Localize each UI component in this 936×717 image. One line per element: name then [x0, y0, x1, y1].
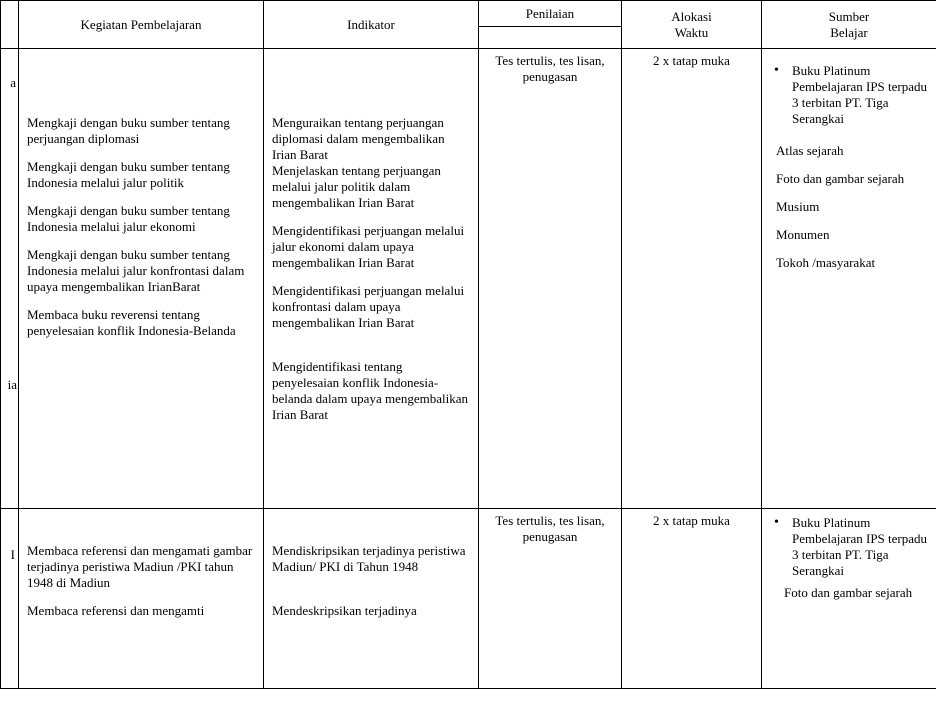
sumber-item: Musium [770, 199, 928, 215]
indikator-p4: Mengidentifikasi perjuangan melalui konf… [272, 283, 470, 331]
left-fragment-text-2: I [11, 547, 15, 563]
indikator-cell-2: Mendiskripsikan terjadinya peristiwa Mad… [264, 509, 479, 689]
table-row: a ia Mengkaji dengan buku sumber tentang… [1, 49, 936, 509]
indikator-p5: Mengidentifikasi tentang penyelesaian ko… [272, 359, 470, 423]
header-kegiatan: Kegiatan Pembelajaran [19, 1, 264, 49]
kegiatan-p2: Mengkaji dengan buku sumber tentang Indo… [27, 159, 255, 191]
syllabus-table: Kegiatan Pembelajaran Indikator Penilaia… [0, 0, 936, 689]
header-penilaian-sub [479, 27, 622, 49]
kegiatan2-p2: Membaca referensi dan mengamti [27, 603, 255, 619]
kegiatan-p4: Mengkaji dengan buku sumber tentang Indo… [27, 247, 255, 295]
kegiatan-cell-2: Membaca referensi dan mengamati gambar t… [19, 509, 264, 689]
sumber-item: Monumen [770, 227, 928, 243]
alokasi-cell: 2 x tatap muka [622, 49, 762, 509]
sumber-item: Buku Platinum Pembelajaran IPS terpadu 3… [770, 63, 928, 127]
sumber-list-2: Buku Platinum Pembelajaran IPS terpadu 3… [770, 515, 928, 601]
sumber-cell-2: Buku Platinum Pembelajaran IPS terpadu 3… [762, 509, 936, 689]
kegiatan-p3: Mengkaji dengan buku sumber tentang Indo… [27, 203, 255, 235]
kegiatan-p5: Membaca buku reverensi tentang penyelesa… [27, 307, 255, 339]
indikator-p2: Menjelaskan tentang perjuangan melalui j… [272, 163, 470, 211]
table-header-row: Kegiatan Pembelajaran Indikator Penilaia… [1, 1, 936, 27]
header-alokasi: AlokasiWaktu [622, 1, 762, 49]
header-blank-left [1, 1, 19, 49]
indikator-p3: Mengidentifikasi perjuangan melalui jalu… [272, 223, 470, 271]
left-fragment-cell-2: I [1, 509, 19, 689]
sumber-item: Foto dan gambar sejarah [770, 171, 928, 187]
left-fragment-cell: a ia [1, 49, 19, 509]
sumber-item: Foto dan gambar sejarah [770, 585, 928, 601]
header-penilaian: Penilaian [479, 1, 622, 27]
penilaian-cell-2: Tes tertulis, tes lisan, penugasan [479, 509, 622, 689]
indikator2-p1: Mendiskripsikan terjadinya peristiwa Mad… [272, 543, 470, 575]
indikator2-p2: Mendeskripsikan terjadinya [272, 603, 470, 619]
left-fragment-text-top: a [10, 75, 16, 91]
table-row: I Membaca referensi dan mengamati gambar… [1, 509, 936, 689]
sumber-cell: Buku Platinum Pembelajaran IPS terpadu 3… [762, 49, 936, 509]
kegiatan-cell: Mengkaji dengan buku sumber tentang perj… [19, 49, 264, 509]
sumber-item: Tokoh /masyarakat [770, 255, 928, 271]
sumber-item: Buku Platinum Pembelajaran IPS terpadu 3… [770, 515, 928, 579]
left-fragment-text-bottom: ia [8, 377, 17, 393]
sumber-list: Buku Platinum Pembelajaran IPS terpadu 3… [770, 63, 928, 271]
alokasi-cell-2: 2 x tatap muka [622, 509, 762, 689]
sumber-item: Atlas sejarah [770, 143, 928, 159]
indikator-cell: Menguraikan tentang perjuangan diplomasi… [264, 49, 479, 509]
header-indikator: Indikator [264, 1, 479, 49]
kegiatan2-p1: Membaca referensi dan mengamati gambar t… [27, 543, 255, 591]
indikator-p1: Menguraikan tentang perjuangan diplomasi… [272, 115, 470, 163]
header-sumber: SumberBelajar [762, 1, 936, 49]
penilaian-cell: Tes tertulis, tes lisan, penugasan [479, 49, 622, 509]
kegiatan-p1: Mengkaji dengan buku sumber tentang perj… [27, 115, 255, 147]
